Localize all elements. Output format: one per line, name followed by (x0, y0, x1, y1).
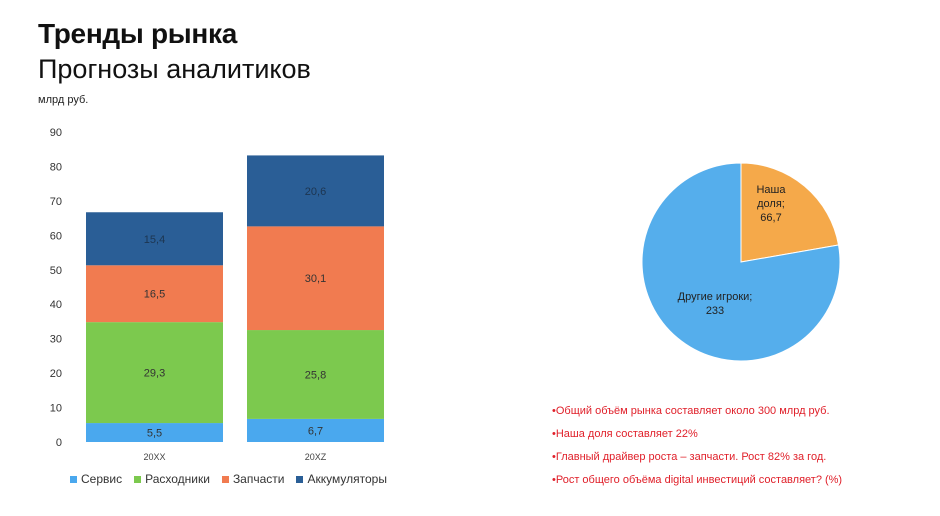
pie-slice-label: Другие игроки; 233 (678, 291, 753, 317)
bullet-item: •Общий объём рынка составляет около 300 … (552, 405, 830, 417)
y-tick-label: 70 (50, 196, 62, 208)
bar-value-label: 30,1 (305, 273, 326, 285)
pie-slice (641, 162, 841, 362)
y-tick-label: 80 (50, 161, 62, 173)
bullet-item: •Рост общего объёма digital инвестиций с… (552, 474, 843, 486)
pie-slice-label: Наша доля; 66,7 (756, 184, 786, 224)
page-title: Тренды рынка (38, 18, 238, 49)
legend-item: Запчасти (221, 472, 285, 486)
legend-item: Сервис (70, 472, 122, 486)
legend-item: Расходники (134, 472, 210, 486)
y-tick-label: 10 (50, 403, 62, 415)
x-category-label: 20XZ (305, 452, 327, 462)
bullet-list: •Общий объём рынка составляет около 300 … (552, 400, 842, 492)
bar-value-label: 20,6 (305, 186, 326, 198)
bar-segment (247, 155, 384, 227)
pie-slice (740, 162, 840, 263)
x-category-label: 20XX (143, 452, 165, 462)
bar-segment (247, 330, 384, 419)
y-tick-label: 60 (50, 230, 62, 242)
legend-swatch (221, 475, 229, 483)
bar-segment (86, 265, 223, 323)
y-tick-label: 90 (50, 127, 62, 139)
legend-label: Расходники (145, 472, 210, 486)
chart-legend: Сервис Расходники Запчасти Аккумуляторы (70, 472, 387, 486)
y-tick-label: 20 (50, 368, 62, 380)
bar-segment (247, 418, 384, 442)
bullet-item: •Главный драйвер роста – запчасти. Рост … (552, 451, 827, 463)
bar-segment (247, 226, 384, 331)
y-tick-label: 40 (50, 299, 62, 311)
legend-item: Аккумуляторы (296, 472, 387, 486)
page-subtitle: Прогнозы аналитиков (38, 54, 311, 84)
bar-segment (86, 322, 223, 424)
unit-label: млрд руб. (38, 94, 89, 106)
bar-value-label: 5,5 (147, 428, 162, 440)
legend-swatch (134, 475, 142, 483)
legend-label: Аккумуляторы (307, 472, 387, 486)
bar-value-label: 15,4 (144, 234, 165, 246)
bar-value-label: 25,8 (305, 369, 326, 381)
bullet-item: •Наша доля составляет 22% (552, 428, 698, 440)
legend-swatch (296, 475, 304, 483)
legend-label: Сервис (81, 472, 123, 486)
bar-value-label: 16,5 (144, 289, 165, 301)
legend-label: Запчасти (232, 472, 285, 486)
bar-value-label: 29,3 (144, 368, 165, 380)
bar-segment (86, 212, 223, 266)
bar-value-label: 6,7 (308, 425, 323, 437)
legend-swatch (70, 475, 77, 483)
bar-segment (86, 423, 223, 442)
y-tick-label: 0 (56, 437, 62, 449)
y-tick-label: 50 (50, 265, 62, 277)
y-tick-label: 30 (50, 334, 62, 346)
